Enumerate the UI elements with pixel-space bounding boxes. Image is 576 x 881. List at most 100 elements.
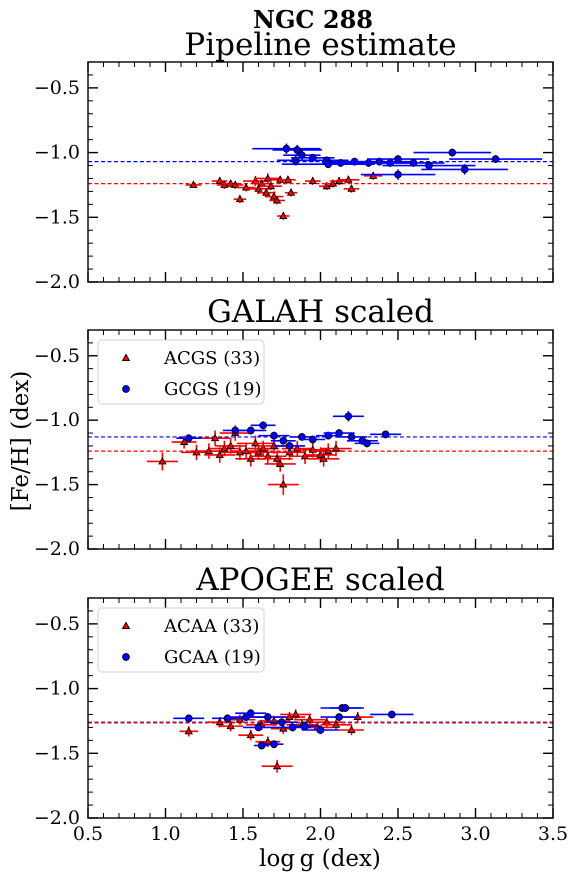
data-point <box>301 726 340 734</box>
point-marker <box>235 194 245 203</box>
data-point <box>252 143 321 154</box>
legend-marker <box>121 621 131 629</box>
point-marker <box>344 412 353 421</box>
point-marker <box>184 714 193 723</box>
point-marker <box>282 144 291 153</box>
point-marker <box>288 723 297 732</box>
point-marker <box>291 709 300 718</box>
point-marker <box>246 709 255 718</box>
data-point <box>320 719 352 730</box>
point-marker <box>308 435 317 444</box>
y-tick-label: −0.5 <box>34 345 80 367</box>
point-marker <box>341 704 350 712</box>
point-marker <box>276 459 285 467</box>
data-point <box>269 195 285 205</box>
data-point <box>370 430 402 439</box>
point-marker <box>263 713 272 721</box>
data-point <box>360 169 436 180</box>
legend: ACGS (33) GCGS (19) <box>97 339 265 405</box>
data-point <box>305 176 321 185</box>
panel-title: Pipeline estimate <box>184 27 456 63</box>
point-marker <box>272 761 282 770</box>
point-marker <box>226 721 235 730</box>
point-marker <box>223 714 232 723</box>
point-marker <box>285 442 294 450</box>
point-marker <box>279 436 288 445</box>
point-marker <box>335 429 343 437</box>
data-point <box>343 184 360 193</box>
point-marker <box>324 431 333 440</box>
data-point <box>363 171 383 180</box>
data-point <box>173 714 205 723</box>
point-marker <box>324 446 333 455</box>
panel-galah-scaled: GALAH scaled −0.5 −1.0 −1.5 −2.0 ACGS (33) GCG… <box>34 294 554 560</box>
point-marker <box>270 431 278 440</box>
point-marker <box>254 184 263 192</box>
point-marker <box>257 741 266 750</box>
point-marker <box>331 720 341 728</box>
legend-label: GCGS (19) <box>164 379 262 400</box>
data-point <box>270 436 296 445</box>
series-triangle <box>185 171 383 220</box>
data-point <box>272 144 323 156</box>
y-tick-label: −1.0 <box>34 142 80 164</box>
legend-label: ACAA (33) <box>163 616 259 637</box>
data-point <box>264 740 284 749</box>
x-tick-label: 3.5 <box>538 823 568 845</box>
series-triangle <box>179 709 374 773</box>
point-marker <box>277 718 286 727</box>
y-tick-label: −2.0 <box>34 271 80 293</box>
legend: ACAA (33) GCAA (19) <box>97 607 265 673</box>
legend-marker <box>122 385 130 393</box>
panel-pipeline-estimate: Pipeline estimate −0.5 −1.0 −1.5 −2.0 <box>34 27 554 293</box>
point-marker <box>316 726 325 734</box>
point-marker <box>269 192 279 200</box>
data-point <box>235 426 267 435</box>
legend-entry: GCAA (19) <box>122 647 261 668</box>
figure-suptitle: NGC 288 <box>253 5 373 34</box>
data-point <box>199 430 231 446</box>
data-point <box>382 161 476 170</box>
point-marker <box>220 443 229 452</box>
legend-box <box>97 607 265 673</box>
x-axis-label: log g (dex) <box>259 846 381 872</box>
plot-area <box>88 411 553 495</box>
data-point <box>320 713 358 721</box>
point-marker <box>364 159 373 167</box>
x-tick-label: 1.5 <box>228 823 258 845</box>
y-tick-label: −2.0 <box>34 807 80 829</box>
legend-marker <box>121 353 131 361</box>
point-marker <box>270 740 278 749</box>
point-marker <box>322 181 331 190</box>
point-marker <box>266 181 276 190</box>
data-point <box>208 440 240 457</box>
point-marker <box>272 195 282 204</box>
data-point <box>323 429 355 437</box>
data-point <box>176 434 202 443</box>
data-point <box>204 447 236 463</box>
point-marker <box>285 712 294 721</box>
series-circle <box>176 411 402 450</box>
data-point <box>256 188 276 197</box>
point-marker <box>184 726 193 735</box>
data-point <box>274 442 305 450</box>
data-point <box>235 451 267 467</box>
legend-entry: ACGS (33) <box>121 348 260 369</box>
data-point <box>233 194 247 204</box>
data-point <box>227 180 243 189</box>
data-point <box>280 175 296 184</box>
data-point <box>267 474 299 495</box>
data-point <box>260 181 282 191</box>
point-marker <box>394 155 402 163</box>
data-point <box>218 720 243 732</box>
data-point <box>253 741 270 750</box>
data-point <box>264 456 296 472</box>
legend-box <box>97 339 265 405</box>
data-point <box>289 722 321 730</box>
x-tick-label: 2.0 <box>305 823 335 845</box>
point-marker <box>298 151 306 160</box>
point-marker <box>246 730 255 739</box>
data-point <box>258 431 290 440</box>
point-marker <box>179 437 189 446</box>
